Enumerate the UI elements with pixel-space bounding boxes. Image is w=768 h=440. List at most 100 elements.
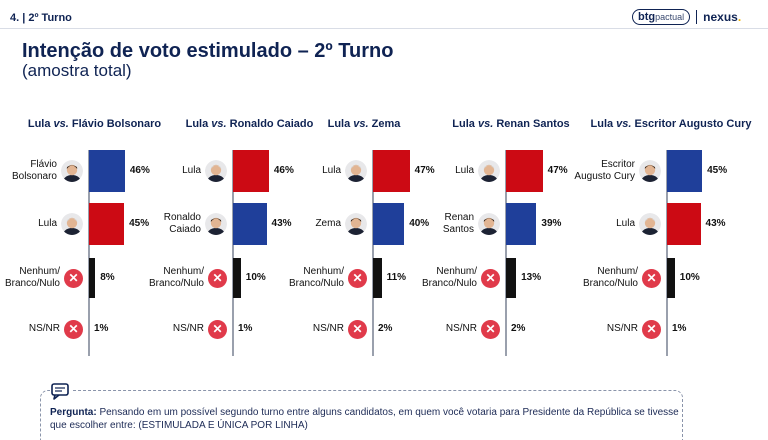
- data-label: 46%: [129, 165, 150, 176]
- data-label: 45%: [129, 218, 150, 229]
- category-label-line: Santos: [442, 224, 474, 235]
- category-label: Nenhum/Branco/Nulo: [114, 266, 204, 290]
- x-circle-icon: ✕: [481, 268, 500, 288]
- category-label: Lula: [251, 165, 341, 177]
- category-label: Lula: [0, 218, 57, 230]
- x-circle-icon: ✕: [208, 319, 227, 339]
- nexus-logo: nexus.: [703, 10, 741, 24]
- chart-axis: [505, 150, 507, 356]
- lula-photo-icon: [478, 160, 500, 182]
- lula-photo-icon: [205, 160, 227, 182]
- data-label: 10%: [245, 272, 266, 283]
- bar-blue: [506, 203, 537, 245]
- category-label-line: Renan: [444, 212, 474, 223]
- data-label: 11%: [386, 272, 407, 283]
- category-label: Lula: [111, 165, 201, 177]
- data-label: 10%: [679, 272, 700, 283]
- category-label-line: Nenhum/: [303, 266, 344, 277]
- nexus-logo-text: nexus: [703, 10, 738, 24]
- chart-title: Lula vs. Ronaldo Caiado: [172, 118, 327, 130]
- chart-title-b: Renan Santos: [496, 118, 570, 130]
- data-label: 40%: [409, 218, 430, 229]
- data-label: 2%: [378, 323, 393, 334]
- category-label-line: Caiado: [169, 224, 201, 235]
- category-label-line: Branco/Nulo: [288, 278, 344, 289]
- category-label: Escritor Augusto Cury: [545, 159, 635, 183]
- chart-title-vs: vs.: [53, 118, 72, 130]
- x-circle-icon: ✕: [348, 268, 367, 288]
- bar-black: [506, 258, 517, 298]
- data-label: 43%: [705, 218, 726, 229]
- bar-blue: [373, 203, 405, 245]
- chart-title-b: Ronaldo Caiado: [229, 118, 314, 130]
- category-label: Lula: [545, 218, 635, 230]
- header-rule: [0, 28, 768, 29]
- btg-pactual-logo: btg pactual: [632, 9, 691, 25]
- data-label: 1%: [238, 323, 253, 334]
- category-label: Lula: [384, 165, 474, 177]
- x-circle-icon: ✕: [642, 319, 661, 339]
- logo-separator: [696, 10, 698, 24]
- category-label-line: Lula: [616, 218, 635, 229]
- category-label-line: Augusto Cury: [574, 171, 635, 182]
- lula-photo-icon: [61, 213, 83, 235]
- chart-title: Lula vs. Zema: [304, 118, 424, 130]
- category-label-line: Branco/Nulo: [148, 278, 204, 289]
- candidate-photo-icon: [61, 160, 83, 182]
- candidate-photo-icon: [205, 213, 227, 235]
- category-label-line: Flávio: [30, 159, 57, 170]
- category-label: Ronaldo Caiado: [111, 212, 201, 236]
- bar-red: [506, 150, 543, 192]
- category-label-line: Branco/Nulo: [421, 278, 477, 289]
- chart-title-b: Flávio Bolsonaro: [71, 118, 162, 130]
- chart-title-a: Lula: [590, 118, 617, 130]
- section-label: 4. | 2º Turno: [10, 12, 72, 24]
- bar-black: [233, 258, 241, 298]
- category-label: NS/NR: [548, 323, 638, 335]
- data-label: 47%: [547, 165, 568, 176]
- x-circle-icon: ✕: [642, 268, 661, 288]
- category-label-line: Lula: [322, 165, 341, 176]
- chart-title-vs: vs.: [477, 118, 497, 130]
- category-label: NS/NR: [114, 323, 204, 335]
- category-label: Nenhum/Branco/Nulo: [387, 266, 477, 290]
- bar-red: [373, 150, 410, 192]
- question-label: Pergunta:: [50, 407, 97, 418]
- chart-title-a: Lula: [27, 118, 54, 130]
- category-label-line: Lula: [455, 165, 474, 176]
- chart-title-a: Lula: [185, 118, 212, 130]
- candidate-photo-icon: [478, 213, 500, 235]
- category-label-line: NS/NR: [312, 323, 344, 334]
- category-label: Flávio Bolsonaro: [0, 159, 57, 183]
- candidate-photo-icon: [639, 160, 661, 182]
- data-label: 1%: [94, 323, 109, 334]
- chart-axis: [88, 150, 90, 356]
- btg-logo-strong: btg: [638, 11, 656, 23]
- category-label-line: Lula: [182, 165, 201, 176]
- speech-bubble-icon: [50, 383, 72, 401]
- x-circle-icon: ✕: [208, 268, 227, 288]
- chart-axis: [372, 150, 374, 356]
- category-label: Zema: [251, 218, 341, 230]
- category-label-line: Nenhum/: [436, 266, 477, 277]
- chart-panel: Lula vs. Escritor Augusto Cury 45% Escrito…: [574, 110, 761, 370]
- page-title: Intenção de voto estimulado – 2º Turno: [22, 40, 394, 62]
- chart-panel: Lula vs. Flávio Bolsonaro 46% Flávio Bolson…: [5, 110, 167, 370]
- chart-title-a: Lula: [452, 118, 478, 130]
- chart-title: Lula vs. Flávio Bolsonaro: [22, 118, 167, 130]
- data-label: 46%: [273, 165, 294, 176]
- chart-axis: [666, 150, 668, 356]
- chart-title-vs: vs.: [353, 118, 372, 130]
- brand-logos: btg pactual nexus.: [632, 9, 741, 25]
- bar-blue: [233, 203, 267, 245]
- page-subtitle: (amostra total): [22, 61, 132, 80]
- chart-title-a: Lula: [327, 118, 354, 130]
- category-label-line: NS/NR: [172, 323, 204, 334]
- chart-title-vs: vs.: [616, 118, 635, 130]
- question-text: Pensando em um possível segundo turno en…: [50, 407, 679, 431]
- chart-axis: [232, 150, 234, 356]
- question-text-block: Pergunta: Pensando em um possível segund…: [50, 406, 680, 432]
- bar-red: [89, 203, 125, 245]
- data-label: 1%: [672, 323, 687, 334]
- category-label-line: Bolsonaro: [11, 171, 57, 182]
